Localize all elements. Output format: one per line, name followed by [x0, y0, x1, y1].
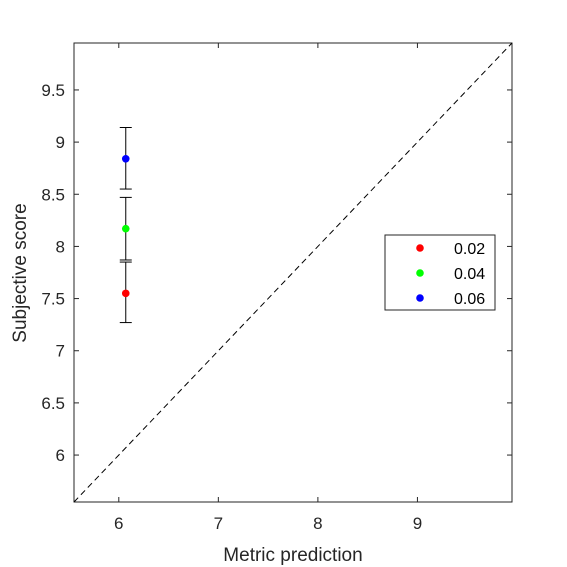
legend-box: [384, 234, 496, 311]
y-tick-label: 6: [56, 446, 65, 465]
legend-entry-label: 0.04: [454, 266, 485, 283]
y-tick-label: 6.5: [41, 394, 65, 413]
ticks: 6 7 8 9 6 6.5 7 7.5 8 8.5 9 9.5: [41, 43, 512, 533]
y-tick-label: 8.5: [41, 185, 65, 204]
reference-diagonal-line: [73, 42, 513, 503]
y-tick-label: 9: [56, 133, 65, 152]
legend-marker: [416, 244, 424, 252]
plot-content: [73, 42, 513, 503]
y-tick-label: 7.5: [41, 290, 65, 309]
y-axis-label: Subjective score: [10, 203, 31, 342]
x-tick-label: 7: [214, 514, 223, 533]
x-axis-label: Metric prediction: [223, 545, 362, 566]
data-point: [121, 289, 130, 298]
y-tick-label: 9.5: [41, 81, 65, 100]
x-tick-label: 9: [413, 514, 422, 533]
x-tick-label: 6: [114, 514, 123, 533]
legend-entry-label: 0.02: [454, 241, 485, 258]
legend-entry-label: 0.06: [454, 291, 485, 308]
legend: 0.02 0.04 0.06: [384, 234, 496, 311]
legend-marker: [416, 269, 424, 277]
data-point: [121, 154, 130, 163]
x-tick-label: 8: [313, 514, 322, 533]
y-tick-label: 7: [56, 342, 65, 361]
legend-marker: [416, 294, 424, 302]
y-tick-label: 8: [56, 237, 65, 256]
data-point: [121, 224, 130, 233]
